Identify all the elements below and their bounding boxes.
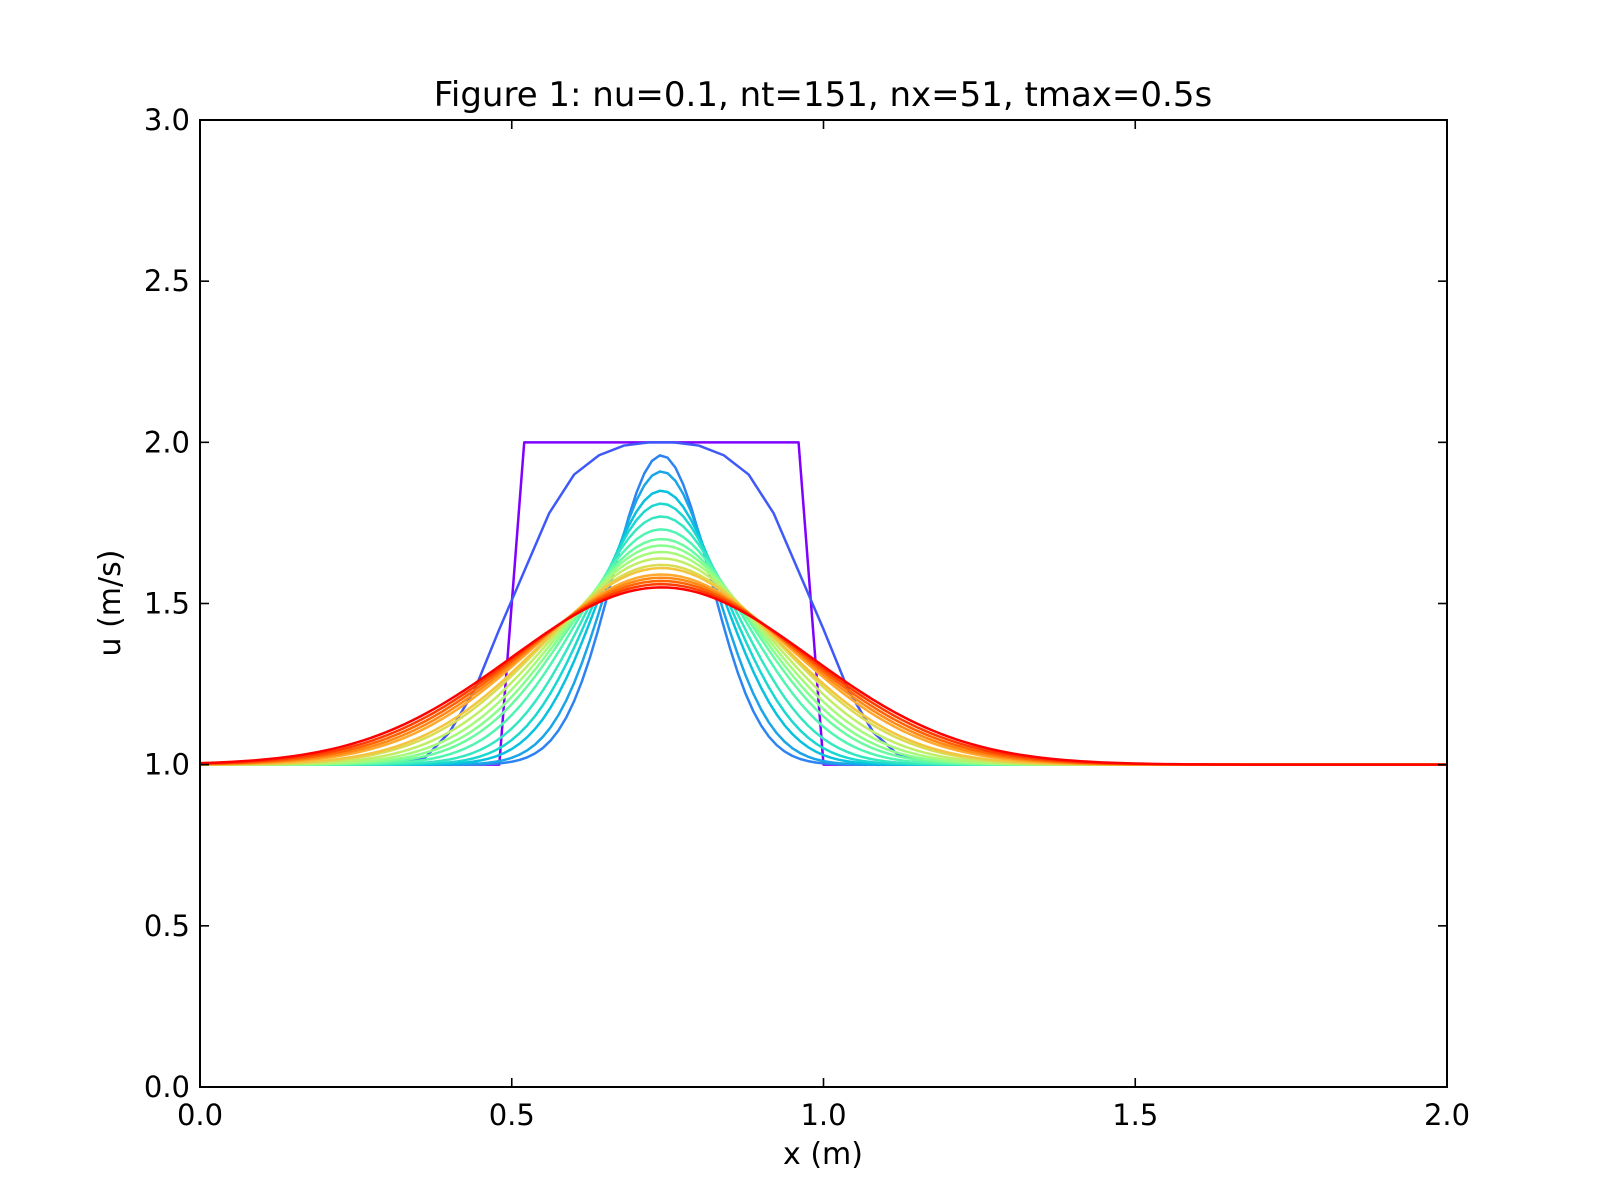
x-tick-label: 0.0 bbox=[177, 1098, 223, 1132]
x-tick-label: 2.0 bbox=[1424, 1098, 1470, 1132]
y-tick-label: 3.0 bbox=[144, 103, 190, 137]
x-axis-label: x (m) bbox=[783, 1137, 863, 1172]
y-axis-label: u (m/s) bbox=[93, 550, 128, 657]
x-tick-label: 1.0 bbox=[800, 1098, 846, 1132]
tick-labels-layer: 0.0 0.5 1.0 1.5 2.0 0.0 0.5 1.0 1.5 2.0 2.5 3.0 bbox=[144, 103, 1470, 1132]
y-tick-label: 2.5 bbox=[144, 264, 190, 298]
plot-area bbox=[200, 120, 1447, 1087]
series-layer bbox=[199, 441, 1447, 766]
y-tick-label: 2.0 bbox=[144, 425, 190, 459]
ticks-layer bbox=[199, 119, 1448, 1088]
y-tick-label: 1.0 bbox=[144, 748, 190, 782]
series-line-19 bbox=[199, 586, 1447, 766]
x-tick-label: 1.5 bbox=[1112, 1098, 1158, 1132]
x-tick-label: 0.5 bbox=[489, 1098, 535, 1132]
chart-title: Figure 1: nu=0.1, nt=151, nx=51, tmax=0.… bbox=[434, 75, 1212, 115]
y-tick-label: 1.5 bbox=[144, 587, 190, 621]
y-tick-label: 0.0 bbox=[144, 1070, 190, 1104]
y-tick-label: 0.5 bbox=[144, 909, 190, 943]
